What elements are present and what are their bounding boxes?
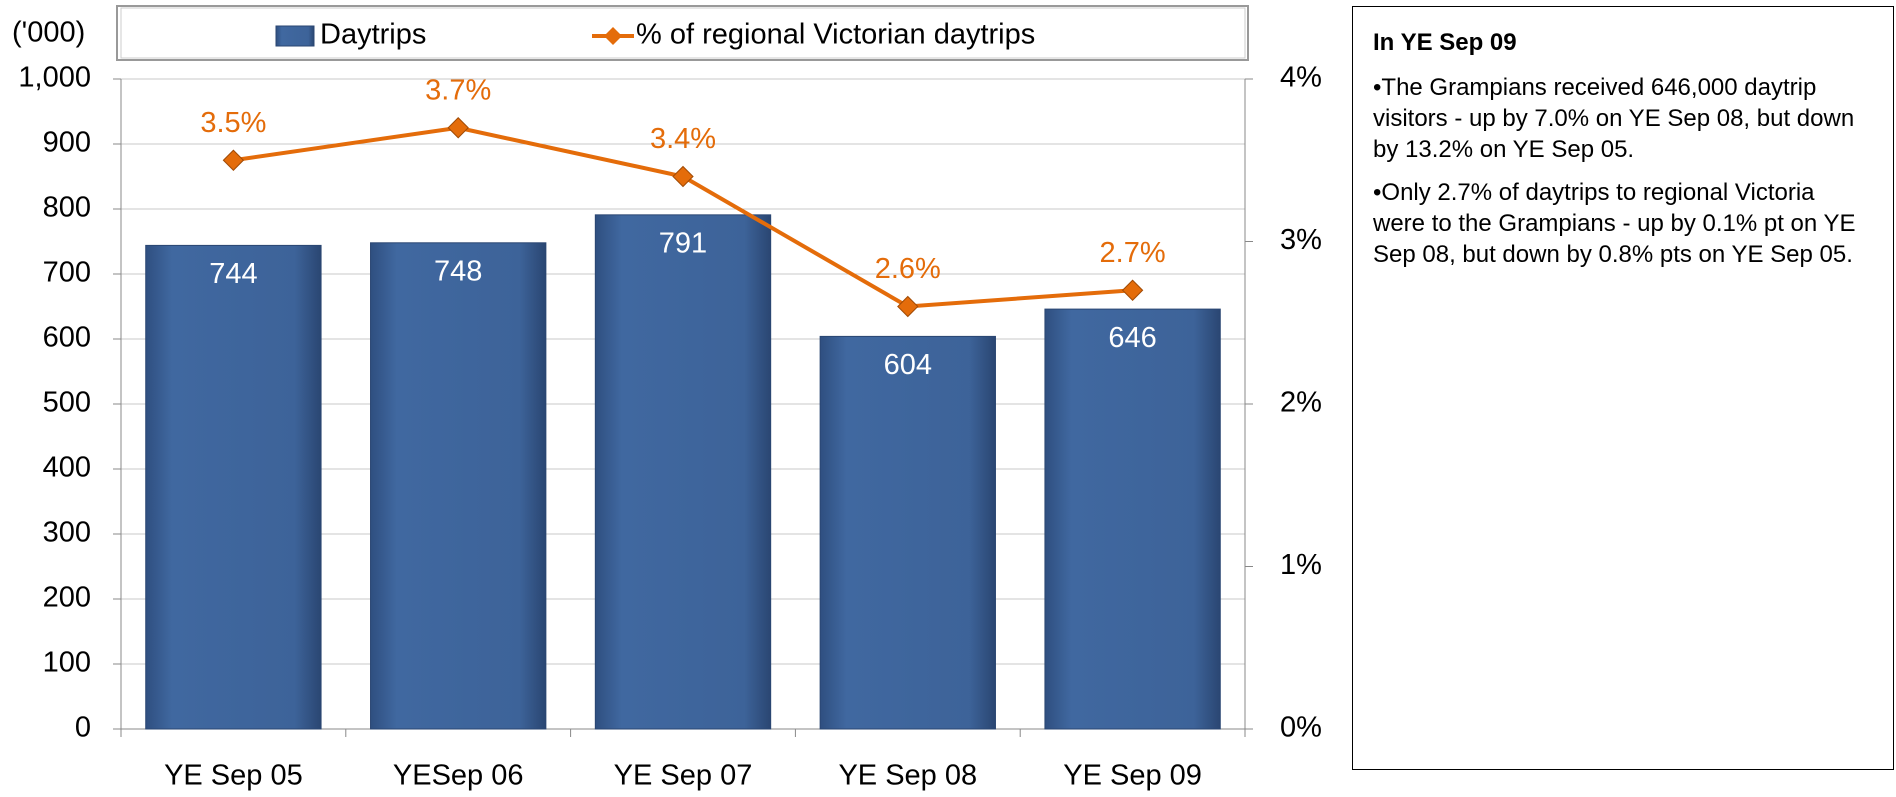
legend-box-inner	[120, 7, 1246, 59]
x-tick-label: YESep 06	[393, 760, 524, 792]
y-tick-label: 400	[43, 452, 91, 484]
legend-marker	[604, 27, 622, 45]
line-value-label: 2.7%	[1100, 237, 1166, 269]
legend-swatch	[275, 25, 315, 47]
marker	[672, 165, 694, 188]
bar-value-label: 791	[659, 228, 707, 260]
y-tick-label: 500	[43, 387, 91, 419]
y-tick-label: 600	[43, 322, 91, 354]
y-tick-label: 800	[43, 192, 91, 224]
bar-value-label: 748	[434, 255, 482, 287]
y-tick-label: 900	[43, 127, 91, 159]
y-tick-label: 100	[43, 647, 91, 679]
y-tick-label: 1,000	[18, 62, 91, 94]
line-value-label: 3.4%	[650, 123, 716, 155]
y-axis-label: ('000)	[12, 17, 85, 49]
x-tick-label: YE Sep 07	[614, 760, 753, 792]
bar-value-label: 604	[884, 349, 932, 381]
x-tick-label: YE Sep 05	[164, 760, 303, 792]
legend-label: % of regional Victorian daytrips	[636, 19, 1035, 51]
y-tick-label: 200	[43, 582, 91, 614]
y2-tick-label: 4%	[1280, 62, 1322, 94]
bar	[1044, 308, 1221, 730]
panel-bullet: •Only 2.7% of daytrips to regional Victo…	[1373, 179, 1856, 268]
x-tick-label: YE Sep 08	[838, 760, 977, 792]
bar	[594, 214, 772, 730]
y-tick-label: 300	[43, 517, 91, 549]
y2-tick-label: 1%	[1280, 549, 1322, 581]
line-value-label: 3.5%	[200, 107, 266, 139]
y-tick-label: 700	[43, 257, 91, 289]
panel-title: In YE Sep 09	[1373, 29, 1517, 56]
marker	[897, 295, 919, 318]
chart: ('000) 0 100 200 300 400 500 600 700 800 900 1,000…	[12, 5, 1322, 792]
bar-value-label: 744	[209, 258, 257, 290]
y-tick-label: 0	[75, 712, 91, 744]
marker	[222, 149, 245, 171]
line-value-label: 2.6%	[875, 253, 941, 285]
y2-tick-label: 2%	[1280, 387, 1322, 419]
y2-tick-label: 3%	[1280, 224, 1322, 256]
legend-label: Daytrips	[320, 19, 426, 51]
bar	[819, 335, 996, 730]
panel-bullet: •The Grampians received 646,000 daytrip …	[1373, 74, 1855, 163]
text-panel: In YE Sep 09 •The Grampians received 646…	[1352, 6, 1894, 770]
bar	[370, 242, 547, 730]
line-value-label: 3.7%	[425, 74, 491, 106]
marker	[447, 117, 469, 139]
x-tick-label: YE Sep 09	[1063, 760, 1202, 792]
bar-value-label: 646	[1108, 322, 1156, 354]
bar	[145, 244, 322, 730]
marker	[1121, 279, 1144, 301]
y2-tick-label: 0%	[1280, 712, 1322, 744]
